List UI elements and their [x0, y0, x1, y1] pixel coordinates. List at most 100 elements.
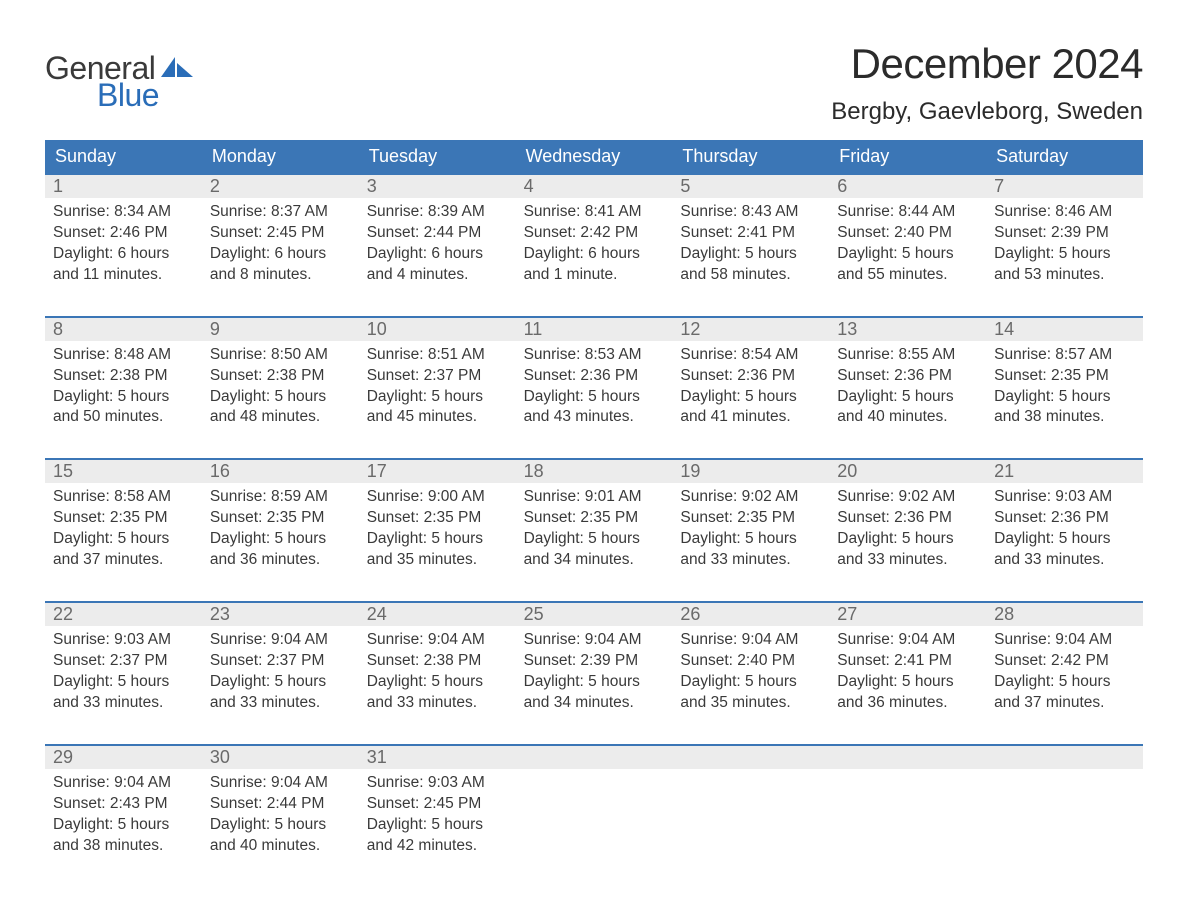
day-details: Sunrise: 9:04 AMSunset: 2:41 PMDaylight:…: [829, 626, 986, 720]
calendar-day: 27Sunrise: 9:04 AMSunset: 2:41 PMDayligh…: [829, 603, 986, 720]
calendar-day: 1Sunrise: 8:34 AMSunset: 2:46 PMDaylight…: [45, 175, 202, 292]
sunset-line: Sunset: 2:36 PM: [524, 366, 665, 387]
day-number: 14: [994, 319, 1014, 339]
day-number: 1: [53, 176, 63, 196]
day-number: 18: [524, 461, 544, 481]
daylight-line: Daylight: 5 hours and 38 minutes.: [994, 387, 1135, 429]
sunset-line: Sunset: 2:46 PM: [53, 223, 194, 244]
sunrise-line: Sunrise: 9:04 AM: [210, 773, 351, 794]
location: Bergby, Gaevleborg, Sweden: [831, 98, 1143, 126]
calendar-day: 24Sunrise: 9:04 AMSunset: 2:38 PMDayligh…: [359, 603, 516, 720]
sunset-line: Sunset: 2:37 PM: [53, 651, 194, 672]
daylight-line: Daylight: 6 hours and 1 minute.: [524, 244, 665, 286]
daylight-line: Daylight: 5 hours and 33 minutes.: [837, 529, 978, 571]
sunrise-line: Sunrise: 8:59 AM: [210, 487, 351, 508]
day-details: Sunrise: 8:59 AMSunset: 2:35 PMDaylight:…: [202, 483, 359, 577]
daylight-line: Daylight: 5 hours and 42 minutes.: [367, 815, 508, 857]
daylight-line: Daylight: 5 hours and 33 minutes.: [994, 529, 1135, 571]
sunrise-line: Sunrise: 9:04 AM: [524, 630, 665, 651]
day-number: 16: [210, 461, 230, 481]
sunset-line: Sunset: 2:35 PM: [994, 366, 1135, 387]
sunset-line: Sunset: 2:41 PM: [837, 651, 978, 672]
daylight-line: Daylight: 5 hours and 33 minutes.: [367, 672, 508, 714]
day-details: Sunrise: 8:44 AMSunset: 2:40 PMDaylight:…: [829, 198, 986, 292]
day-number: 5: [680, 176, 690, 196]
day-details: Sunrise: 8:57 AMSunset: 2:35 PMDaylight:…: [986, 341, 1143, 435]
daylight-line: Daylight: 5 hours and 53 minutes.: [994, 244, 1135, 286]
sunrise-line: Sunrise: 8:41 AM: [524, 202, 665, 223]
sunrise-line: Sunrise: 8:43 AM: [680, 202, 821, 223]
calendar-day: 31Sunrise: 9:03 AMSunset: 2:45 PMDayligh…: [359, 746, 516, 863]
calendar: SundayMondayTuesdayWednesdayThursdayFrid…: [45, 140, 1143, 862]
calendar-day: 26Sunrise: 9:04 AMSunset: 2:40 PMDayligh…: [672, 603, 829, 720]
daylight-line: Daylight: 6 hours and 4 minutes.: [367, 244, 508, 286]
day-number: 30: [210, 747, 230, 767]
daylight-line: Daylight: 5 hours and 37 minutes.: [53, 529, 194, 571]
day-details: Sunrise: 9:01 AMSunset: 2:35 PMDaylight:…: [516, 483, 673, 577]
calendar-day: 13Sunrise: 8:55 AMSunset: 2:36 PMDayligh…: [829, 318, 986, 435]
daylight-line: Daylight: 5 hours and 41 minutes.: [680, 387, 821, 429]
day-number: 8: [53, 319, 63, 339]
sunrise-line: Sunrise: 8:53 AM: [524, 345, 665, 366]
logo-sail-icon: [161, 57, 195, 84]
sunset-line: Sunset: 2:35 PM: [367, 508, 508, 529]
sunset-line: Sunset: 2:42 PM: [524, 223, 665, 244]
calendar-day: .: [986, 746, 1143, 863]
calendar-day: 4Sunrise: 8:41 AMSunset: 2:42 PMDaylight…: [516, 175, 673, 292]
weekday-header-row: SundayMondayTuesdayWednesdayThursdayFrid…: [45, 140, 1143, 173]
logo-text-blue: Blue: [97, 77, 159, 114]
day-number: 10: [367, 319, 387, 339]
sunset-line: Sunset: 2:36 PM: [994, 508, 1135, 529]
calendar-day: 18Sunrise: 9:01 AMSunset: 2:35 PMDayligh…: [516, 460, 673, 577]
sunrise-line: Sunrise: 9:03 AM: [994, 487, 1135, 508]
daylight-line: Daylight: 5 hours and 37 minutes.: [994, 672, 1135, 714]
daylight-line: Daylight: 5 hours and 33 minutes.: [210, 672, 351, 714]
day-details: Sunrise: 8:53 AMSunset: 2:36 PMDaylight:…: [516, 341, 673, 435]
day-details: Sunrise: 9:04 AMSunset: 2:43 PMDaylight:…: [45, 769, 202, 863]
day-details: Sunrise: 9:04 AMSunset: 2:39 PMDaylight:…: [516, 626, 673, 720]
day-number: 11: [524, 319, 543, 339]
sunset-line: Sunset: 2:36 PM: [680, 366, 821, 387]
sunset-line: Sunset: 2:44 PM: [210, 794, 351, 815]
sunset-line: Sunset: 2:37 PM: [367, 366, 508, 387]
day-number: 13: [837, 319, 857, 339]
weekday-header: Sunday: [45, 140, 202, 173]
daylight-line: Daylight: 5 hours and 35 minutes.: [367, 529, 508, 571]
weekday-header: Monday: [202, 140, 359, 173]
logo: General Blue: [45, 40, 195, 114]
calendar-day: 20Sunrise: 9:02 AMSunset: 2:36 PMDayligh…: [829, 460, 986, 577]
day-details: Sunrise: 9:04 AMSunset: 2:44 PMDaylight:…: [202, 769, 359, 863]
sunset-line: Sunset: 2:41 PM: [680, 223, 821, 244]
sunset-line: Sunset: 2:45 PM: [210, 223, 351, 244]
sunset-line: Sunset: 2:35 PM: [53, 508, 194, 529]
sunset-line: Sunset: 2:38 PM: [367, 651, 508, 672]
sunset-line: Sunset: 2:35 PM: [680, 508, 821, 529]
weekday-header: Wednesday: [516, 140, 673, 173]
calendar-week: 29Sunrise: 9:04 AMSunset: 2:43 PMDayligh…: [45, 744, 1143, 863]
daylight-line: Daylight: 5 hours and 33 minutes.: [680, 529, 821, 571]
day-number: 29: [53, 747, 73, 767]
sunrise-line: Sunrise: 9:03 AM: [367, 773, 508, 794]
sunset-line: Sunset: 2:42 PM: [994, 651, 1135, 672]
calendar-week: 15Sunrise: 8:58 AMSunset: 2:35 PMDayligh…: [45, 458, 1143, 577]
sunset-line: Sunset: 2:36 PM: [837, 508, 978, 529]
calendar-week: 8Sunrise: 8:48 AMSunset: 2:38 PMDaylight…: [45, 316, 1143, 435]
calendar-day: 8Sunrise: 8:48 AMSunset: 2:38 PMDaylight…: [45, 318, 202, 435]
sunset-line: Sunset: 2:45 PM: [367, 794, 508, 815]
sunset-line: Sunset: 2:36 PM: [837, 366, 978, 387]
day-details: Sunrise: 9:02 AMSunset: 2:36 PMDaylight:…: [829, 483, 986, 577]
day-details: Sunrise: 8:48 AMSunset: 2:38 PMDaylight:…: [45, 341, 202, 435]
sunrise-line: Sunrise: 9:02 AM: [680, 487, 821, 508]
daylight-line: Daylight: 5 hours and 36 minutes.: [210, 529, 351, 571]
sunset-line: Sunset: 2:39 PM: [524, 651, 665, 672]
sunset-line: Sunset: 2:35 PM: [524, 508, 665, 529]
calendar-day: 15Sunrise: 8:58 AMSunset: 2:35 PMDayligh…: [45, 460, 202, 577]
daylight-line: Daylight: 5 hours and 34 minutes.: [524, 529, 665, 571]
calendar-day: 28Sunrise: 9:04 AMSunset: 2:42 PMDayligh…: [986, 603, 1143, 720]
sunrise-line: Sunrise: 8:34 AM: [53, 202, 194, 223]
day-details: Sunrise: 9:00 AMSunset: 2:35 PMDaylight:…: [359, 483, 516, 577]
day-details: Sunrise: 8:54 AMSunset: 2:36 PMDaylight:…: [672, 341, 829, 435]
calendar-day: 9Sunrise: 8:50 AMSunset: 2:38 PMDaylight…: [202, 318, 359, 435]
weekday-header: Saturday: [986, 140, 1143, 173]
sunrise-line: Sunrise: 9:04 AM: [210, 630, 351, 651]
